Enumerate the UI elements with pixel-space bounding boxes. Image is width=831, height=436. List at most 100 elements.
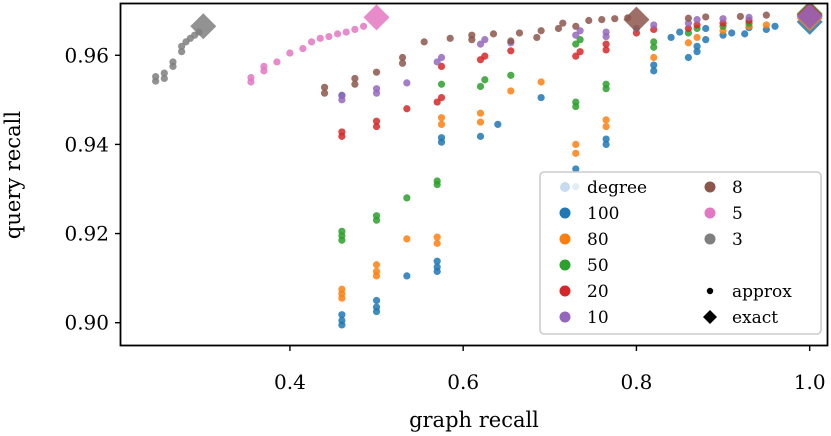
- point-approx: [433, 58, 441, 66]
- x-tick-label: 0.6: [447, 370, 479, 394]
- point-approx: [316, 34, 324, 42]
- point-approx: [338, 285, 346, 293]
- point-approx: [351, 74, 359, 83]
- point-approx: [433, 233, 441, 241]
- plot-frame: [119, 2, 829, 347]
- point-approx: [650, 61, 658, 69]
- point-approx: [602, 116, 610, 124]
- point-approx: [338, 311, 346, 319]
- point-exact: [363, 4, 390, 31]
- point-approx: [684, 53, 692, 62]
- point-approx: [602, 122, 610, 131]
- legend-marker-100: [559, 207, 571, 219]
- point-approx: [476, 132, 485, 140]
- legend-marker-10: [559, 311, 571, 323]
- point-approx: [693, 48, 701, 56]
- point-approx: [273, 58, 281, 66]
- point-approx: [307, 38, 316, 46]
- point-approx: [481, 52, 489, 60]
- x-axis-label: graph recall: [409, 408, 539, 432]
- point-approx: [437, 53, 446, 62]
- legend-marker-5: [704, 207, 716, 219]
- point-approx: [572, 52, 580, 60]
- point-approx: [160, 74, 168, 83]
- point-approx: [178, 42, 186, 50]
- y-tick-label: 0.92: [64, 222, 109, 246]
- point-approx: [437, 120, 446, 128]
- point-approx: [398, 53, 407, 62]
- point-approx: [338, 91, 346, 99]
- point-approx: [372, 261, 381, 269]
- point-approx: [433, 263, 441, 271]
- point-approx: [160, 69, 168, 77]
- series-8: [320, 6, 770, 97]
- point-approx: [476, 109, 485, 117]
- point-approx: [437, 114, 446, 122]
- point-approx: [338, 227, 346, 235]
- point-approx: [320, 89, 329, 97]
- chart-marks: [152, 4, 823, 329]
- point-approx: [403, 79, 411, 87]
- point-approx: [372, 296, 381, 305]
- series-3: [152, 13, 217, 85]
- point-approx: [762, 21, 770, 29]
- legend-marker-80: [559, 233, 571, 245]
- y-tick-label: 0.94: [64, 132, 109, 156]
- point-approx: [403, 105, 411, 113]
- point-approx: [602, 40, 610, 48]
- point-approx: [576, 36, 584, 44]
- legend-label-10: 10: [587, 308, 609, 328]
- point-approx: [572, 98, 580, 106]
- point-approx: [693, 42, 701, 50]
- y-tick-label: 0.96: [64, 43, 109, 67]
- point-approx: [481, 36, 489, 44]
- point-approx: [507, 47, 515, 55]
- point-approx: [299, 44, 307, 53]
- x-axis: 0.4 0.6 0.8 1.0: [274, 345, 826, 394]
- legend-marker-approx: [706, 287, 714, 295]
- point-approx: [372, 212, 381, 220]
- legend-marker-3: [704, 233, 716, 245]
- point-approx: [572, 165, 580, 173]
- point-approx: [693, 21, 701, 29]
- point-approx: [372, 68, 381, 76]
- series-20: [338, 4, 823, 140]
- point-approx: [667, 33, 675, 42]
- point-approx: [433, 177, 441, 185]
- point-approx: [320, 83, 329, 91]
- point-approx: [489, 30, 498, 38]
- point-approx: [684, 39, 692, 47]
- point-approx: [169, 58, 177, 66]
- point-approx: [338, 128, 346, 136]
- point-approx: [693, 33, 701, 42]
- point-approx: [398, 59, 407, 67]
- point-approx: [476, 40, 485, 48]
- point-approx: [719, 15, 727, 23]
- legend-marker-50: [559, 259, 571, 271]
- legend-marker-20: [559, 285, 571, 297]
- legend-title: degree: [587, 178, 647, 198]
- legend: degree 100 80 50 20 10 8 5 3 approx exact: [539, 171, 822, 335]
- point-approx: [437, 62, 446, 71]
- point-approx: [437, 94, 446, 102]
- legend-title-marker: [560, 182, 570, 192]
- point-approx: [359, 22, 368, 30]
- point-approx: [693, 16, 701, 24]
- point-approx: [771, 22, 779, 30]
- point-approx: [602, 80, 610, 88]
- legend-marker-exact: [703, 310, 717, 324]
- point-approx: [476, 82, 485, 91]
- point-approx: [420, 38, 428, 46]
- point-approx: [433, 239, 441, 247]
- point-approx: [598, 16, 606, 24]
- point-approx: [602, 46, 610, 54]
- legend-box: [539, 171, 822, 335]
- point-approx: [537, 94, 545, 102]
- point-approx: [585, 16, 593, 25]
- point-approx: [152, 73, 160, 81]
- point-approx: [602, 135, 610, 143]
- point-approx: [741, 30, 749, 38]
- point-approx: [338, 316, 346, 325]
- point-approx: [728, 29, 736, 37]
- point-approx: [650, 43, 658, 51]
